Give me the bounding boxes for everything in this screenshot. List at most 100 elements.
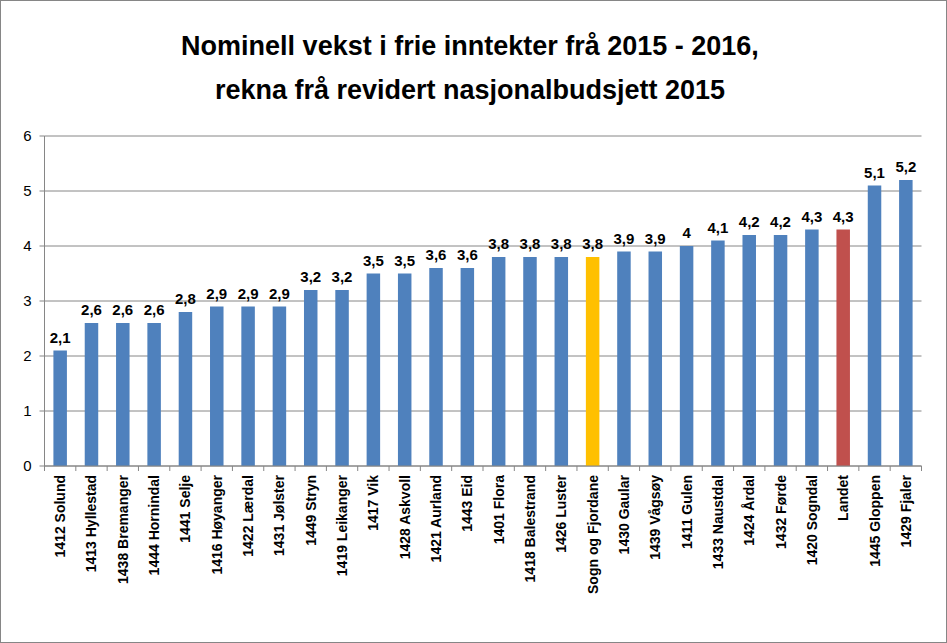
- bar: [836, 230, 850, 467]
- bar: [555, 257, 569, 466]
- bar: [179, 312, 193, 466]
- bar: [774, 235, 788, 466]
- tick-mark: [40, 301, 45, 302]
- x-tick-mark: [670, 466, 671, 471]
- data-label: 3,8: [582, 235, 603, 252]
- x-tick-label: 1417 Vik: [365, 475, 381, 531]
- y-axis: [44, 136, 45, 466]
- x-tick-label: 1421 Aurland: [428, 475, 444, 562]
- chart-title: Nominell vekst i frie inntekter frå 2015…: [181, 31, 759, 61]
- x-tick-label: 1429 Fjaler: [898, 474, 914, 547]
- data-label: 3,8: [520, 235, 541, 252]
- x-tick-mark: [138, 466, 139, 471]
- bar: [680, 246, 694, 466]
- x-tick-label: 1431 Jølster: [271, 474, 287, 555]
- x-tick-label: 1416 Høyanger: [209, 474, 225, 574]
- x-tick-mark: [263, 466, 264, 471]
- x-tick-label: 1424 Årdal: [741, 475, 757, 546]
- x-tick-label: 1430 Gaular: [616, 474, 632, 554]
- data-label: 2,9: [238, 285, 259, 302]
- tick-mark: [40, 246, 45, 247]
- data-label: 2,6: [112, 301, 133, 318]
- bar: [53, 351, 67, 467]
- data-label: 3,8: [488, 235, 509, 252]
- tick-mark: [40, 411, 45, 412]
- bar: [649, 252, 663, 467]
- x-tick-mark: [608, 466, 609, 471]
- bar: [116, 323, 130, 466]
- x-tick-label: 1438 Bremanger: [115, 474, 131, 584]
- data-label: 5,2: [895, 158, 916, 175]
- x-tick-mark: [169, 466, 170, 471]
- x-tick-label: 1420 Sogndal: [804, 475, 820, 565]
- x-tick-label: 1441 Selje: [177, 475, 193, 543]
- bar: [367, 274, 381, 467]
- chart: Nominell vekst i frie inntekter frå 2015…: [0, 0, 947, 643]
- x-tick-label: 1449 Stryn: [303, 475, 319, 546]
- data-label: 4,3: [801, 208, 822, 225]
- x-tick-label: 1432 Førde: [773, 475, 789, 549]
- grid-line: [45, 246, 922, 247]
- bar: [335, 290, 349, 466]
- chart-title: rekna frå revidert nasjonalbudsjett 2015: [215, 75, 725, 105]
- bar: [241, 307, 255, 467]
- bar: [461, 268, 475, 466]
- bar: [273, 307, 287, 467]
- x-tick-label: 1445 Gloppen: [867, 475, 883, 567]
- data-label: 3,5: [394, 252, 415, 269]
- data-label: 2,6: [144, 301, 165, 318]
- y-tick-label: 2: [23, 347, 31, 364]
- data-label: 2,1: [50, 329, 71, 346]
- data-label: 3,6: [426, 246, 447, 263]
- data-label: 3,9: [614, 230, 635, 247]
- y-tick-label: 3: [23, 292, 31, 309]
- bar: [492, 257, 506, 466]
- x-tick-mark: [796, 466, 797, 471]
- bar: [586, 257, 600, 466]
- data-label: 3,2: [332, 268, 353, 285]
- data-label: 4,2: [770, 213, 791, 230]
- y-tick-label: 5: [23, 182, 31, 199]
- x-tick-mark: [451, 466, 452, 471]
- data-label: 3,6: [457, 246, 478, 263]
- x-tick-mark: [827, 466, 828, 471]
- x-tick-label: 1413 Hyllestad: [83, 475, 99, 572]
- x-tick-label: 1412 Solund: [52, 475, 68, 557]
- bar: [899, 180, 913, 466]
- x-tick-mark: [483, 466, 484, 471]
- bar: [523, 257, 537, 466]
- bar: [147, 323, 161, 466]
- grid-line: [45, 191, 922, 192]
- x-tick-mark: [858, 466, 859, 471]
- x-tick-label: 1443 Eid: [459, 475, 475, 532]
- x-tick-mark: [514, 466, 515, 471]
- x-tick-label: 1433 Naustdal: [710, 475, 726, 569]
- data-label: 5,1: [864, 164, 885, 181]
- x-tick-label: 1411 Gulen: [679, 475, 695, 549]
- grid-line: [45, 356, 922, 357]
- data-label: 4,2: [739, 213, 760, 230]
- y-tick-label: 1: [23, 402, 31, 419]
- x-tick-mark: [764, 466, 765, 471]
- x-tick-mark: [357, 466, 358, 471]
- bars: [53, 180, 912, 466]
- x-tick-mark: [389, 466, 390, 471]
- tick-mark: [40, 356, 45, 357]
- data-label: 4,1: [707, 219, 728, 236]
- bar: [398, 274, 412, 467]
- tick-mark: [40, 466, 45, 467]
- x-tick-label: 1401 Flora: [491, 475, 507, 544]
- x-tick-label: 1428 Askvoll: [397, 475, 413, 559]
- data-label: 2,6: [81, 301, 102, 318]
- data-label: 2,9: [269, 285, 290, 302]
- bar: [85, 323, 99, 466]
- grid-line: [45, 136, 922, 137]
- bar: [617, 252, 631, 467]
- x-tick-label: 1419 Leikanger: [334, 474, 350, 576]
- data-label: 4,3: [833, 208, 854, 225]
- bar: [711, 241, 725, 467]
- tick-mark: [40, 136, 45, 137]
- x-tick-label: 1422 Lærdal: [240, 475, 256, 557]
- bar: [210, 307, 224, 467]
- bar: [868, 186, 882, 467]
